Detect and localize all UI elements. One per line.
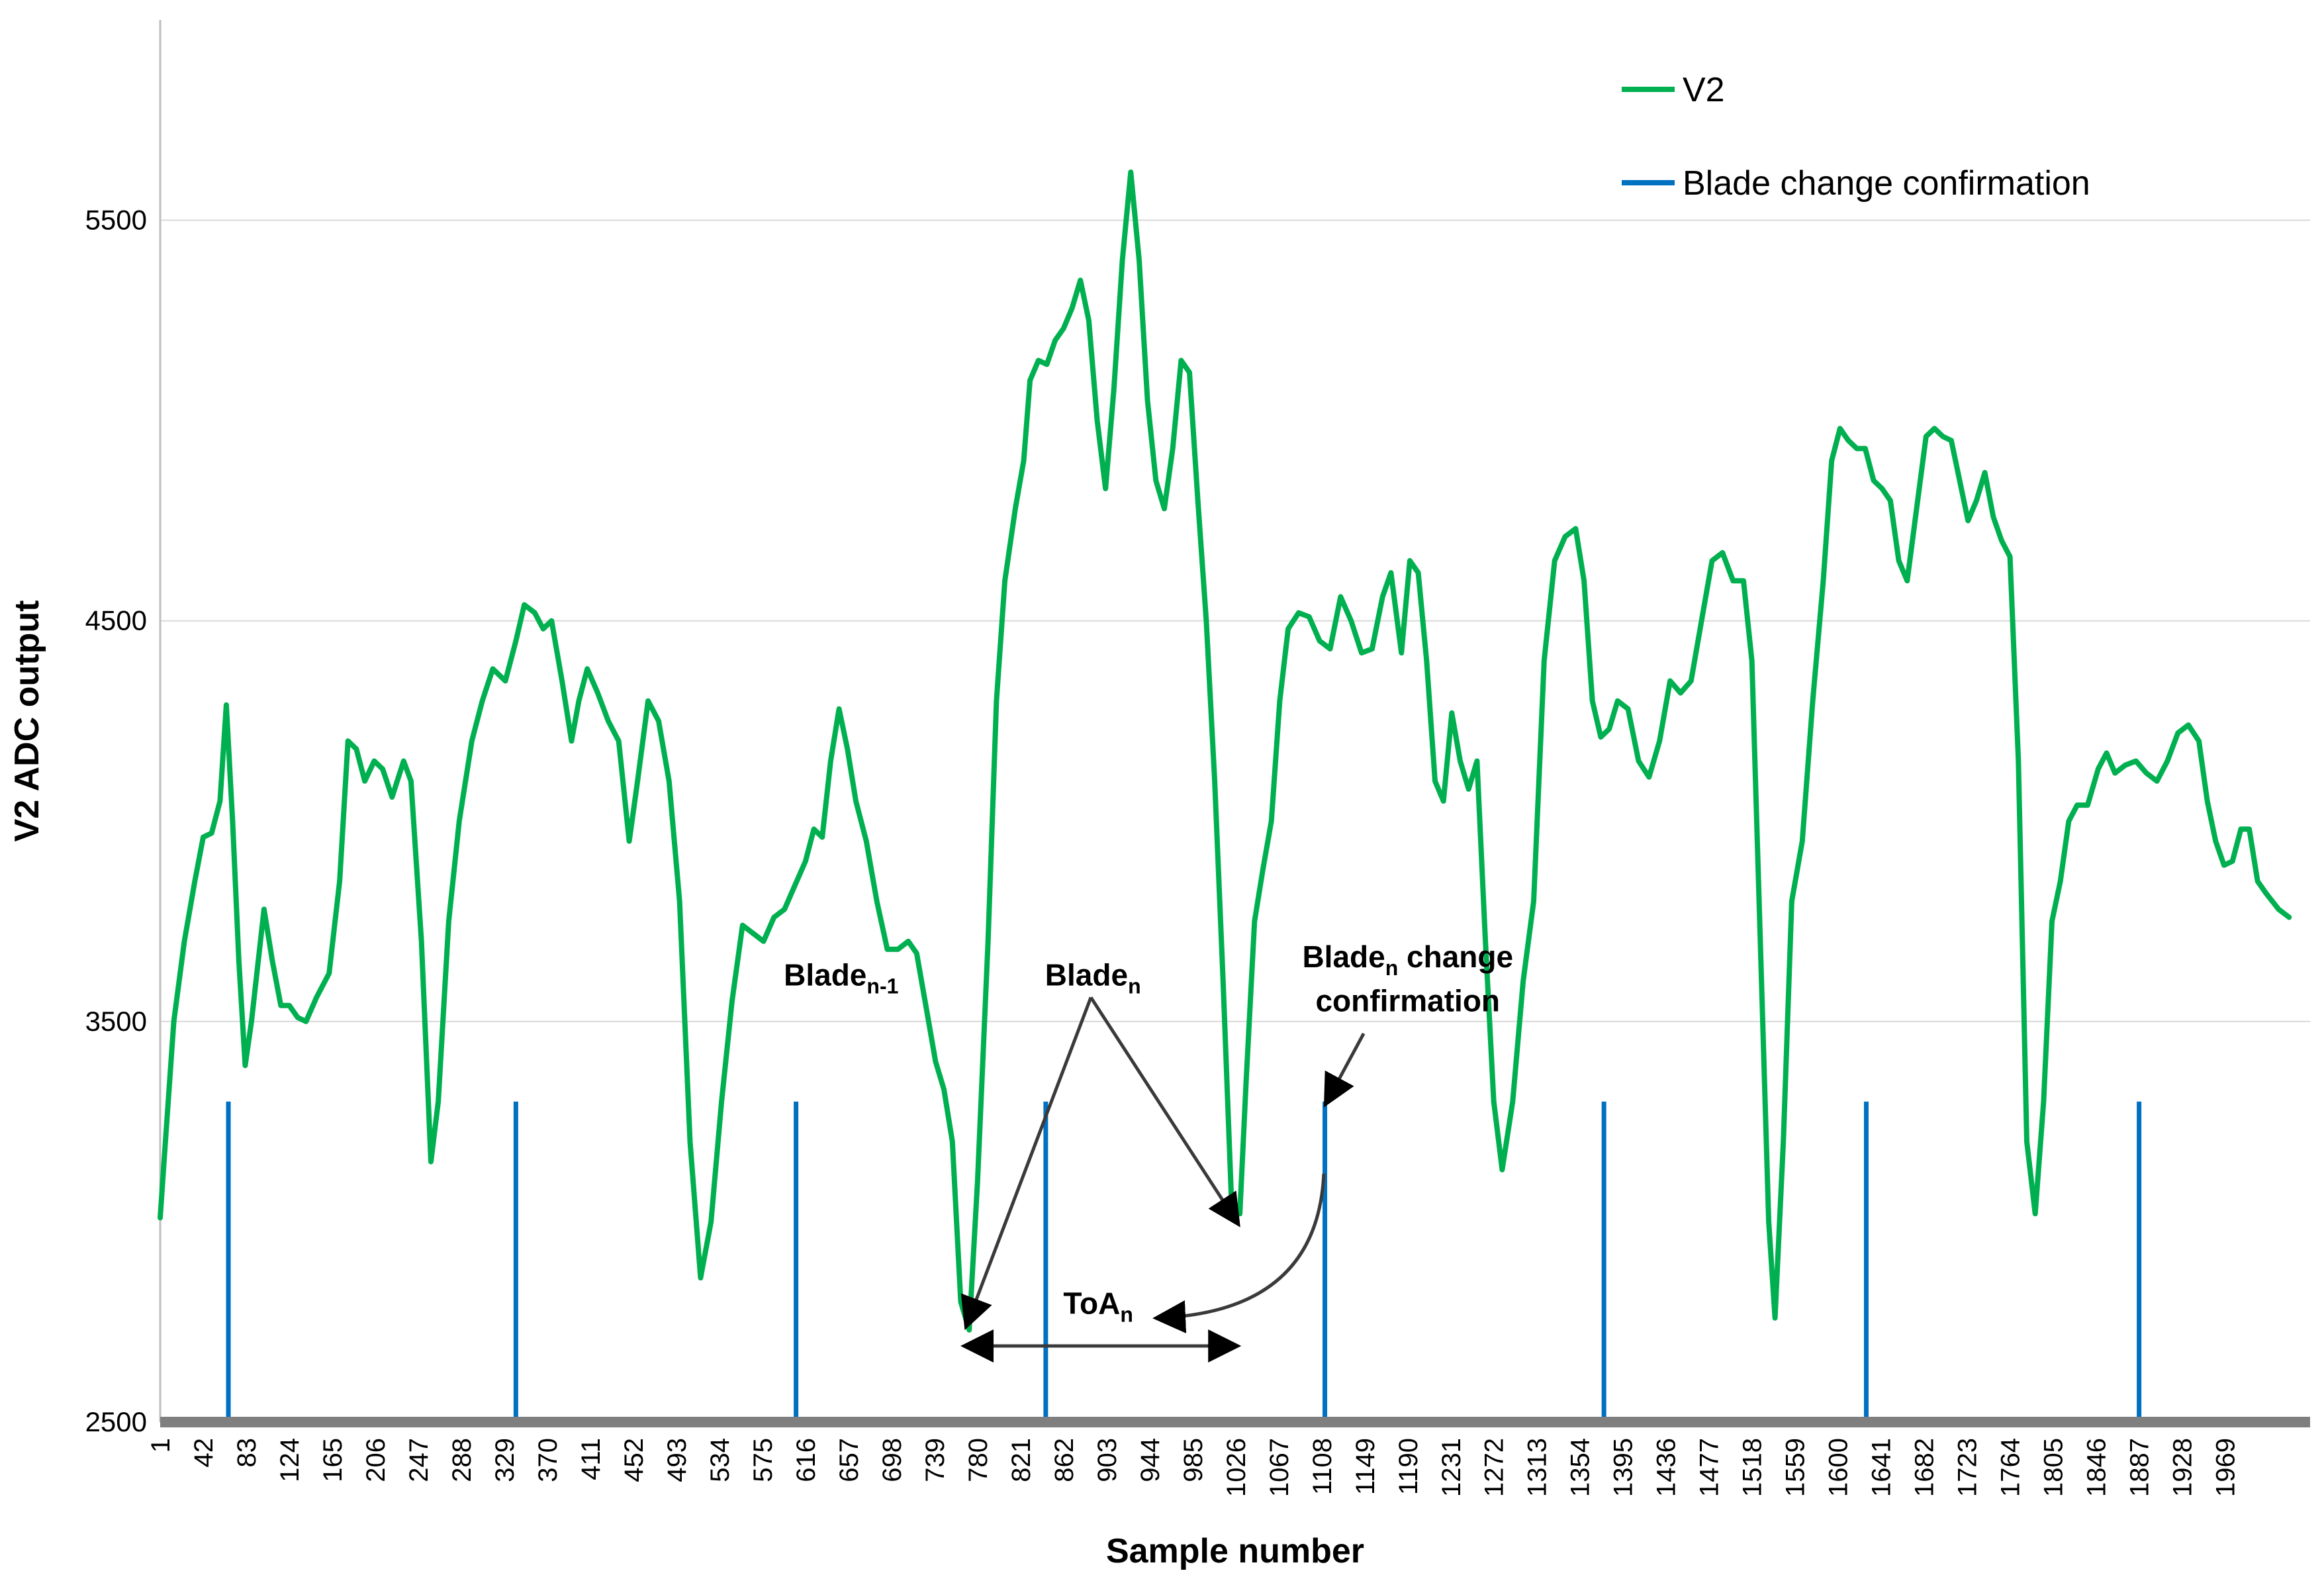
- x-tick-label: 821: [1007, 1438, 1036, 1482]
- y-tick-label: 3500: [85, 1006, 147, 1037]
- x-tick-label: 1: [146, 1438, 175, 1453]
- x-tick-label: 329: [490, 1438, 520, 1482]
- x-tick-label: 493: [663, 1438, 692, 1482]
- x-tick-label: 739: [921, 1438, 950, 1482]
- x-tick-label: 534: [706, 1438, 735, 1482]
- legend: V2 Blade change confirmation: [1622, 71, 2090, 203]
- x-tick-label: 165: [318, 1438, 348, 1482]
- x-tick-label: 370: [534, 1438, 563, 1482]
- annotation-blade-n-1: Bladen-1: [784, 957, 898, 998]
- x-tick-label: 1805: [2039, 1438, 2068, 1497]
- x-tick-label: 1436: [1652, 1438, 1681, 1497]
- x-tick-label: 1682: [1910, 1438, 1939, 1497]
- arrow-blade-n-left: [960, 996, 1093, 1331]
- y-axis-ticks: 2500 3500 4500 5500: [85, 205, 147, 1437]
- blade-change-markers: [226, 1101, 2142, 1422]
- arrow-blade-n-right: [1089, 996, 1240, 1227]
- x-tick-label: 1395: [1609, 1438, 1638, 1497]
- gridlines: [160, 219, 2310, 1022]
- series-v2-line: [158, 169, 2292, 1333]
- x-tick-label: 862: [1050, 1438, 1079, 1482]
- y-axis-title: V2 ADC output: [8, 600, 46, 842]
- annotations: Bladen-1 Bladen Bladen change confirmation T…: [784, 939, 1513, 1326]
- x-tick-label: 575: [749, 1438, 778, 1482]
- x-tick-label: 83: [232, 1438, 261, 1468]
- x-tick-label: 985: [1179, 1438, 1208, 1482]
- x-tick-label: 1764: [1996, 1438, 2025, 1497]
- annotation-arrows: [960, 996, 1366, 1363]
- x-tick-label: 124: [275, 1438, 304, 1482]
- x-tick-label: 780: [964, 1438, 993, 1482]
- x-tick-label: 1149: [1351, 1438, 1380, 1495]
- annotation-blade-n-change-1: Bladen change: [1302, 939, 1513, 980]
- x-tick-label: 1067: [1265, 1438, 1294, 1497]
- x-tick-label: 1518: [1738, 1438, 1767, 1497]
- y-tick-label: 2500: [85, 1406, 147, 1437]
- x-tick-label: 698: [878, 1438, 907, 1482]
- x-tick-label: 288: [447, 1438, 477, 1482]
- x-tick-label: 616: [792, 1438, 821, 1482]
- x-tick-label: 1969: [2211, 1438, 2241, 1497]
- x-tick-label: 1108: [1308, 1438, 1337, 1495]
- x-tick-label: 247: [404, 1438, 434, 1482]
- x-tick-label: 1026: [1222, 1438, 1251, 1497]
- x-tick-label: 1887: [2125, 1438, 2155, 1497]
- x-tick-label: 42: [189, 1438, 218, 1468]
- annotation-blade-n-change-2: confirmation: [1315, 984, 1500, 1018]
- x-tick-label: 1190: [1394, 1438, 1423, 1495]
- x-tick-label: 206: [361, 1438, 391, 1482]
- x-tick-label: 1313: [1523, 1438, 1552, 1497]
- x-tick-label: 903: [1093, 1438, 1122, 1482]
- arrow-confirm: [1323, 1032, 1366, 1108]
- x-axis-title: Sample number: [1106, 1532, 1364, 1570]
- x-tick-label: 411: [577, 1438, 606, 1480]
- x-tick-label: 452: [620, 1438, 649, 1482]
- y-tick-label: 4500: [85, 605, 147, 636]
- arrow-curve: [1152, 1173, 1326, 1333]
- x-tick-label: 1354: [1566, 1438, 1595, 1497]
- x-tick-label: 657: [835, 1438, 864, 1482]
- x-tick-label: 944: [1136, 1438, 1165, 1482]
- x-axis-ticks: 1 42 83 124 165 206 247 288 329 370 411 452 493 534 57…: [146, 1438, 2241, 1497]
- x-tick-label: 1231: [1437, 1438, 1466, 1497]
- x-tick-label: 1600: [1824, 1438, 1853, 1497]
- x-tick-label: 1846: [2082, 1438, 2112, 1497]
- annotation-toa-n: ToAn: [1063, 1286, 1133, 1327]
- x-tick-label: 1723: [1953, 1438, 1982, 1497]
- x-tick-label: 1477: [1695, 1438, 1724, 1497]
- x-tick-label: 1928: [2168, 1438, 2198, 1497]
- legend-v2-label: V2: [1683, 71, 1725, 109]
- legend-blade-change-label: Blade change confirmation: [1683, 164, 2090, 203]
- x-tick-label: 1272: [1480, 1438, 1509, 1497]
- x-tick-label: 1641: [1867, 1438, 1896, 1497]
- y-tick-label: 5500: [85, 205, 147, 236]
- annotation-blade-n: Bladen: [1045, 957, 1141, 998]
- x-tick-label: 1559: [1781, 1438, 1810, 1497]
